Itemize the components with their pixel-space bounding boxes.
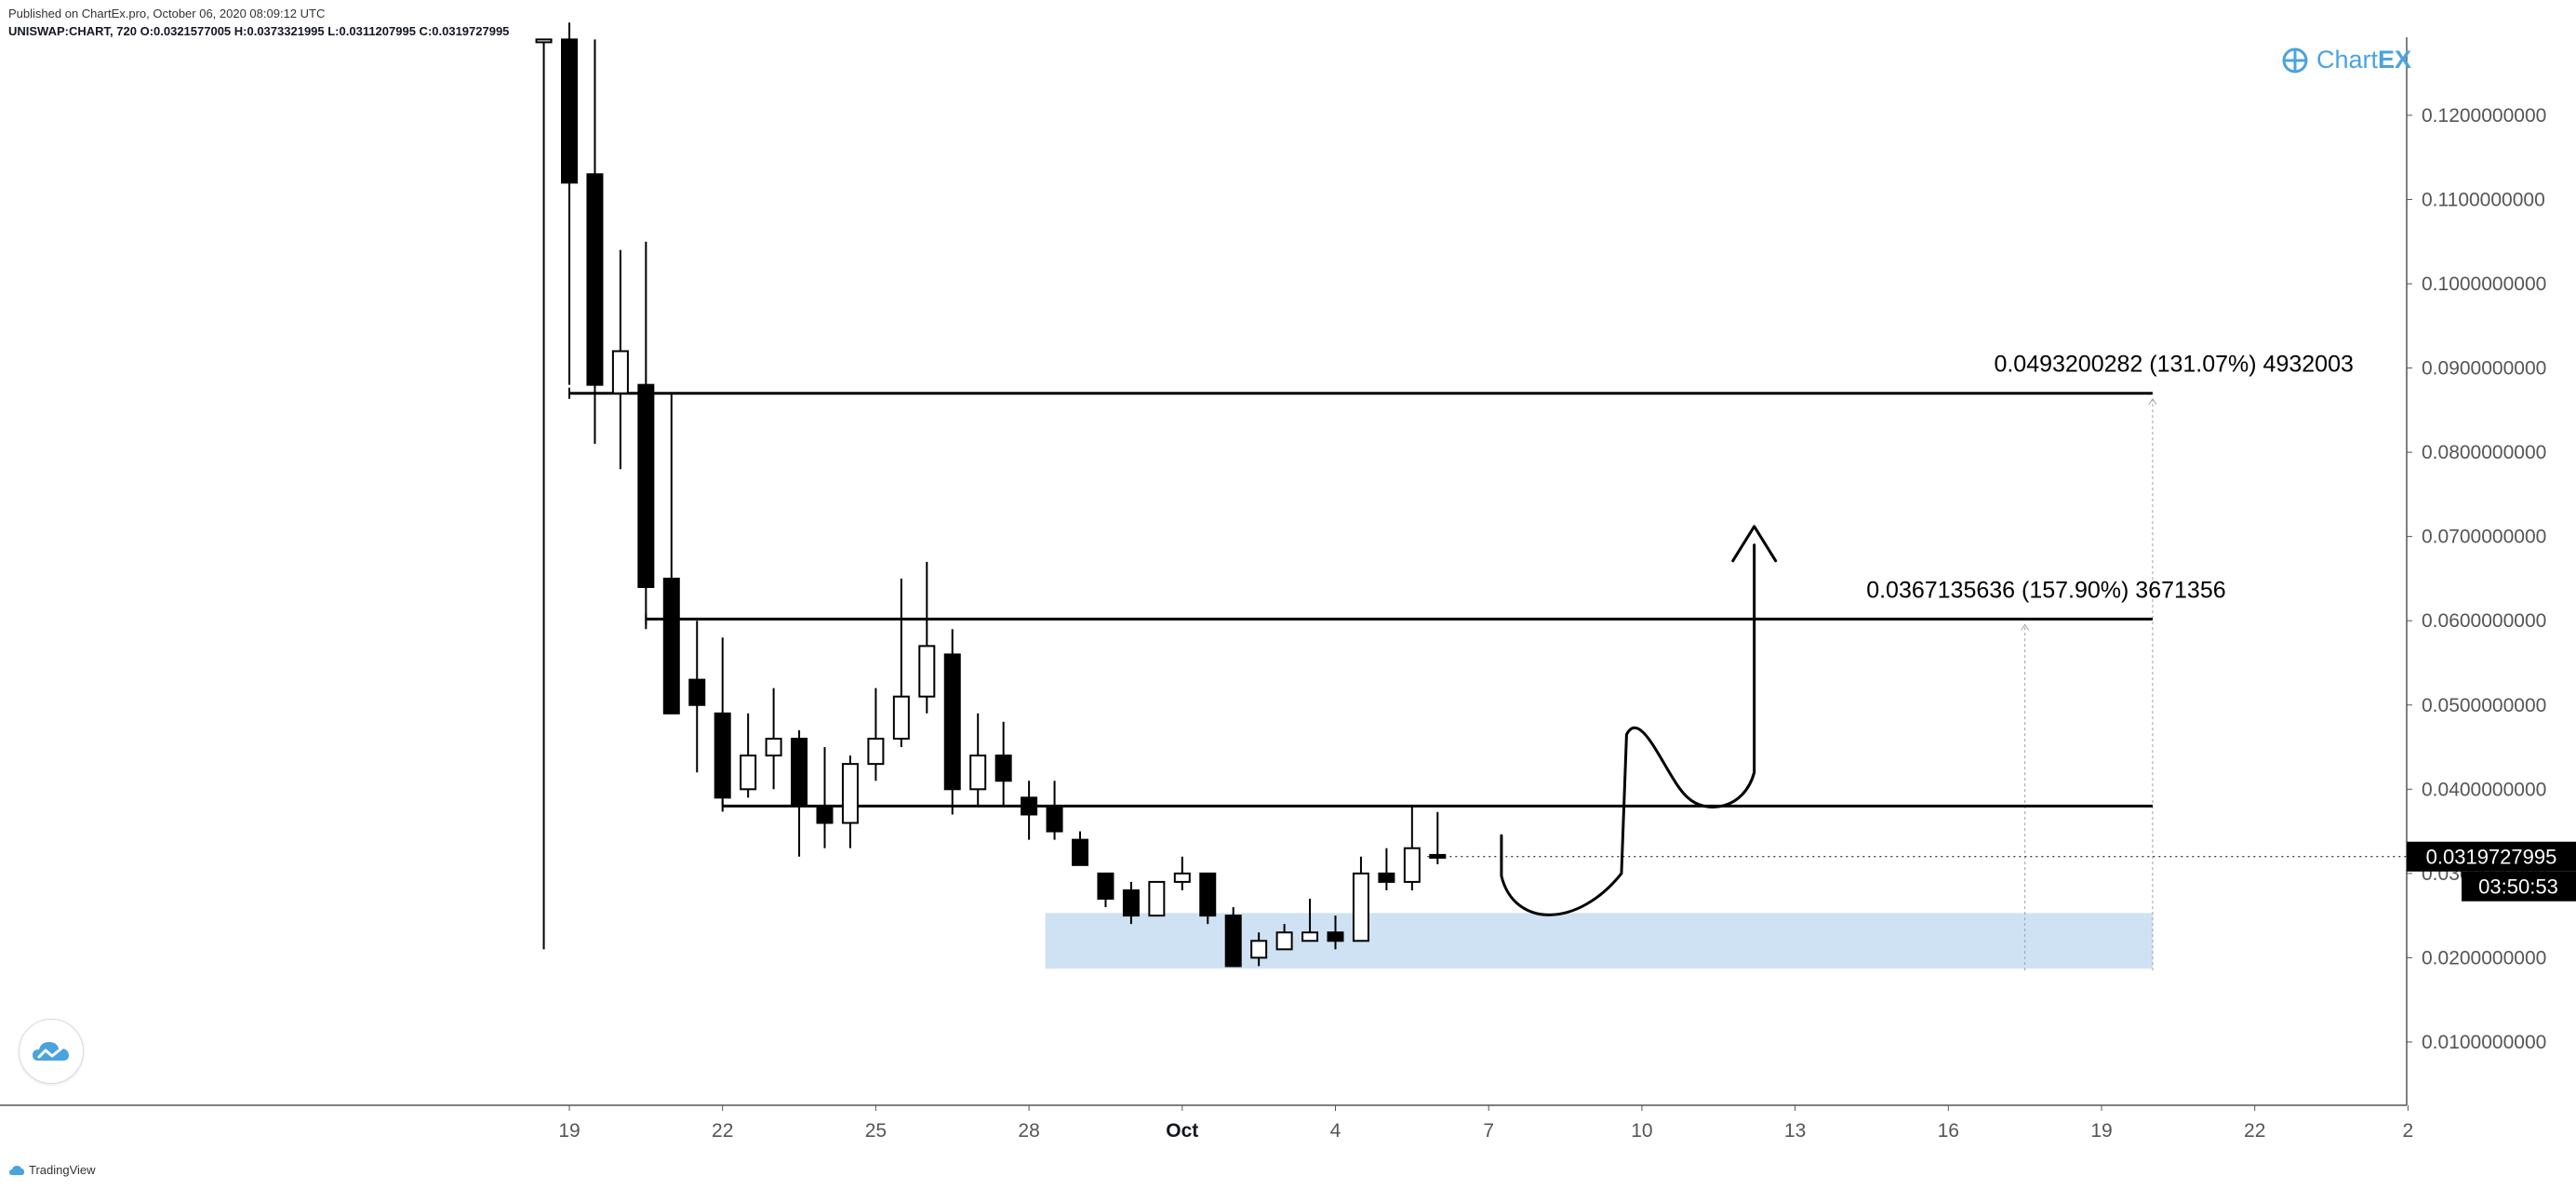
price-tick-label: 0.0800000000 <box>2422 442 2546 463</box>
time-tick-label: 16 <box>1938 1120 1959 1142</box>
price-tick-label: 0.0400000000 <box>2422 779 2546 800</box>
candle-down <box>561 38 578 184</box>
countdown-label: 03:50:53 <box>2478 875 2558 899</box>
candle-down <box>1021 796 1038 816</box>
price-tick-label: 0.1200000000 <box>2422 105 2546 127</box>
candle-up <box>1148 880 1166 917</box>
measure-arrowhead-2 <box>2148 397 2157 405</box>
price-tick-label: 0.0100000000 <box>2422 1032 2546 1053</box>
candle-down <box>1122 888 1140 917</box>
candle-up <box>535 38 553 44</box>
demand-zone <box>1045 913 2153 969</box>
candle-up <box>1250 940 1268 959</box>
candle-down <box>994 755 1012 782</box>
candle-down <box>688 678 706 706</box>
candle-down <box>816 805 834 824</box>
time-tick-label: 25 <box>865 1120 887 1142</box>
candle-up <box>892 695 910 740</box>
current-price-label: 0.0319727995 <box>2426 846 2557 869</box>
candle-down <box>1072 838 1088 866</box>
candle-down <box>586 173 604 386</box>
measure-label-1: 0.0367135636 (157.90%) 3671356 <box>1866 577 2225 603</box>
candle-down <box>662 577 680 715</box>
candle-down <box>714 712 731 799</box>
price-tick-label: 0.1000000000 <box>2422 274 2546 295</box>
price-tick-label: 0.0600000000 <box>2422 610 2546 632</box>
time-tick-label: 7 <box>1483 1120 1494 1142</box>
candle-up <box>1403 847 1421 883</box>
candle-down <box>637 383 655 588</box>
time-tick-label: 22 <box>2244 1120 2265 1142</box>
tradingview-label: TradingView <box>29 1163 96 1177</box>
candle-down <box>791 737 808 808</box>
candle-up <box>1173 872 1191 883</box>
price-tick-label: 0.0500000000 <box>2422 695 2546 716</box>
projection-arrowhead <box>1731 525 1778 563</box>
time-tick-label: Oct <box>1166 1120 1198 1142</box>
symbol-ohlc-legend: UNISWAP:CHART, 720 O:0.0321577005 H:0.03… <box>8 24 510 38</box>
tradingview-icon <box>9 1165 24 1175</box>
candle-down <box>1327 931 1344 942</box>
time-tick-label: 28 <box>1018 1120 1039 1142</box>
tradingview-chart-button[interactable] <box>19 1019 84 1084</box>
candle-down <box>1378 872 1395 883</box>
time-tick-label: 4 <box>1330 1120 1341 1142</box>
countdown-badge <box>2462 871 2576 902</box>
price-tick-label: 0.0200000000 <box>2422 947 2546 969</box>
candle-up <box>765 737 782 757</box>
projection-path <box>1500 543 1756 916</box>
candle-up <box>1301 931 1319 942</box>
published-info: Published on ChartEx.pro, October 06, 20… <box>8 7 326 20</box>
candle-up <box>867 737 885 766</box>
time-tick-label: 19 <box>2090 1120 2112 1142</box>
candle-up <box>918 645 936 698</box>
candle-up <box>969 755 987 791</box>
candle-up <box>611 350 629 394</box>
candle-down <box>1097 872 1114 901</box>
candle-down <box>1224 915 1242 968</box>
measure-label-2: 0.0493200282 (131.07%) 4932003 <box>1994 352 2353 378</box>
time-tick-label: 22 <box>712 1120 733 1142</box>
candle-up <box>1275 931 1293 951</box>
chartex-logo-icon <box>2282 47 2308 73</box>
candle-up <box>841 763 859 824</box>
current-price-badge <box>2407 841 2576 872</box>
time-tick-label: 10 <box>1631 1120 1652 1142</box>
cloud-icon <box>33 1042 69 1061</box>
tradingview-footer: TradingView <box>9 1163 96 1177</box>
time-tick-label: 13 <box>1784 1120 1806 1142</box>
chartex-logo: ChartEX <box>2281 46 2411 74</box>
measure-arrowhead-1 <box>2021 623 2030 631</box>
candle-up <box>740 755 757 791</box>
price-tick-label: 0.0900000000 <box>2422 358 2546 380</box>
candle-down <box>943 653 961 791</box>
price-tick-label: 0.0700000000 <box>2422 527 2546 548</box>
candle-down <box>1429 853 1447 859</box>
candle-down <box>1199 872 1217 917</box>
price-tick-label: 0.1100000000 <box>2422 189 2545 210</box>
candle-up <box>1352 872 1369 942</box>
time-tick-label: 2 <box>2403 1120 2414 1142</box>
candle-down <box>1046 805 1063 833</box>
chartex-logo-text: ChartEX <box>2316 46 2412 73</box>
time-tick-label: 19 <box>558 1120 580 1142</box>
